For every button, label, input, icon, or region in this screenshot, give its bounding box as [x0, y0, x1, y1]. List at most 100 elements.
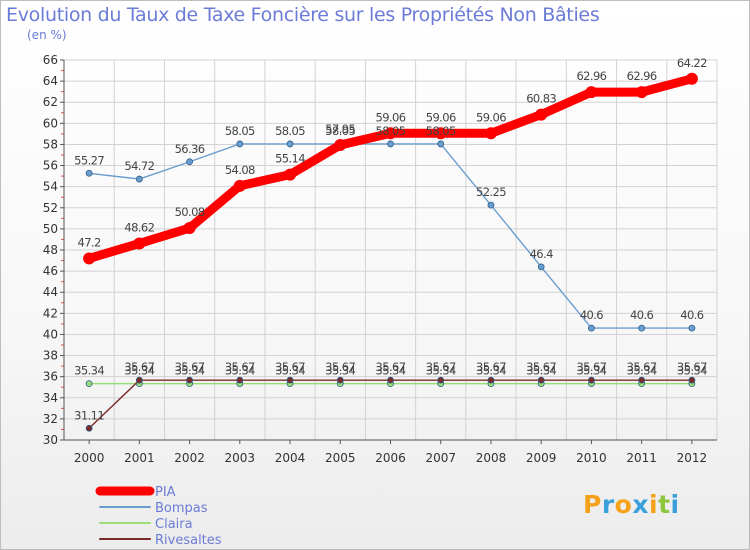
data-point-rivesaltes — [387, 376, 394, 384]
data-point-bompas — [588, 324, 595, 332]
data-label-rivesaltes: 35.67 — [677, 360, 707, 374]
data-point-bompas — [487, 201, 495, 209]
data-point-bompas — [638, 324, 646, 332]
data-label-bompas: 58.05 — [325, 124, 355, 138]
x-tick-label: 2004 — [275, 451, 306, 465]
data-label-rivesaltes: 35.67 — [225, 360, 255, 374]
y-tick-label: 32 — [43, 412, 58, 426]
series-line-rivesaltes — [88, 379, 693, 429]
data-label-bompas: 40.6 — [580, 308, 603, 322]
data-label-pia: 62.96 — [627, 69, 657, 83]
logo-letter: P — [583, 490, 602, 519]
x-tick-label: 2002 — [174, 451, 205, 465]
y-tick-label: 40 — [43, 327, 58, 341]
data-point-bompas — [437, 140, 445, 148]
data-label-claira: 35.34 — [526, 364, 556, 378]
data-point-pia — [284, 168, 297, 181]
data-label-claira: 35.34 — [74, 364, 104, 378]
x-tick-label: 2006 — [375, 451, 406, 465]
data-label-bompas: 58.05 — [275, 124, 305, 138]
data-label-bompas: 54.72 — [124, 159, 154, 173]
data-point-pia — [484, 127, 497, 140]
y-tick-label: 50 — [43, 222, 58, 236]
legend-label: Rivesaltes — [155, 533, 222, 548]
data-label-claira: 35.34 — [376, 364, 406, 378]
data-label-bompas: 58.05 — [225, 124, 255, 138]
data-point-rivesaltes — [236, 376, 244, 384]
data-point-claira — [85, 380, 93, 388]
data-label-claira: 35.34 — [576, 364, 606, 378]
data-label-pia: 55.14 — [275, 152, 305, 166]
data-point-pia — [384, 127, 397, 140]
data-label-pia: 59.06 — [376, 110, 406, 124]
data-label-pia: 47.2 — [78, 235, 101, 249]
data-point-bompas — [387, 140, 394, 148]
data-label-claira: 35.34 — [175, 364, 205, 378]
y-tick-label: 52 — [43, 201, 58, 215]
y-tick-label: 62 — [43, 95, 58, 109]
data-point-pia — [685, 72, 698, 85]
x-tick-label: 2007 — [425, 451, 456, 465]
data-point-rivesaltes — [135, 376, 143, 384]
data-label-claira: 35.34 — [225, 364, 255, 378]
unit-label: (en %) — [27, 28, 67, 42]
data-point-rivesaltes — [588, 376, 595, 384]
data-point-pia — [233, 179, 246, 192]
y-tick-label: 54 — [43, 180, 58, 194]
data-point-rivesaltes — [437, 376, 445, 384]
data-label-pia: 57.95 — [325, 122, 355, 136]
page-title: Evolution du Taux de Taxe Foncière sur l… — [6, 4, 600, 26]
data-label-claira: 35.34 — [124, 364, 154, 378]
data-label-claira: 35.34 — [426, 364, 456, 378]
data-point-pia — [334, 138, 347, 151]
data-label-pia: 64.22 — [677, 56, 707, 70]
series-line-pia — [84, 74, 697, 263]
proxiti-logo: Proxiti — [583, 490, 680, 519]
y-tick-label: 46 — [43, 264, 58, 278]
x-tick-label: 2001 — [124, 451, 155, 465]
x-tick-label: 2012 — [677, 451, 708, 465]
data-label-rivesaltes: 35.67 — [124, 360, 154, 374]
legend-label: Claira — [155, 517, 193, 532]
data-label-rivesaltes: 35.67 — [627, 360, 657, 374]
data-label-pia: 60.83 — [526, 92, 556, 106]
logo-letter: i — [649, 490, 659, 519]
data-label-bompas: 55.27 — [74, 153, 104, 167]
logo-letter: i — [670, 490, 680, 519]
data-point-pia — [585, 86, 598, 99]
y-tick-label: 34 — [43, 391, 58, 405]
data-point-pia — [83, 252, 96, 265]
data-label-claira: 35.34 — [325, 364, 355, 378]
data-label-pia: 54.08 — [225, 163, 255, 177]
data-point-rivesaltes — [85, 424, 93, 432]
y-tick-label: 42 — [43, 306, 58, 320]
data-label-rivesaltes: 35.67 — [576, 360, 606, 374]
y-tick-label: 38 — [43, 349, 58, 363]
data-point-rivesaltes — [537, 376, 545, 384]
legend-label: Bompas — [155, 501, 208, 516]
data-label-pia: 59.06 — [476, 110, 506, 124]
data-point-pia — [535, 108, 548, 121]
data-label-bompas: 40.6 — [680, 308, 703, 322]
x-tick-label: 2005 — [325, 451, 356, 465]
data-label-rivesaltes: 35.67 — [526, 360, 556, 374]
y-tick-label: 56 — [43, 159, 58, 173]
data-point-pia — [434, 127, 447, 140]
y-tick-label: 48 — [43, 243, 58, 257]
data-point-bompas — [286, 140, 294, 148]
y-tick-label: 44 — [43, 285, 58, 299]
data-point-bompas — [135, 175, 143, 183]
data-label-bompas: 52.25 — [476, 185, 506, 199]
data-label-pia: 50.08 — [175, 205, 205, 219]
logo-letter: t — [658, 490, 671, 519]
data-label-pia: 59.06 — [426, 110, 456, 124]
legend-label: PIA — [155, 485, 176, 500]
data-point-pia — [635, 86, 648, 99]
y-tick-label: 36 — [43, 370, 58, 384]
x-tick-label: 2009 — [526, 451, 557, 465]
data-point-rivesaltes — [336, 376, 344, 384]
x-tick-label: 2008 — [476, 451, 507, 465]
data-label-rivesaltes: 31.11 — [74, 408, 104, 422]
data-point-rivesaltes — [286, 376, 294, 384]
